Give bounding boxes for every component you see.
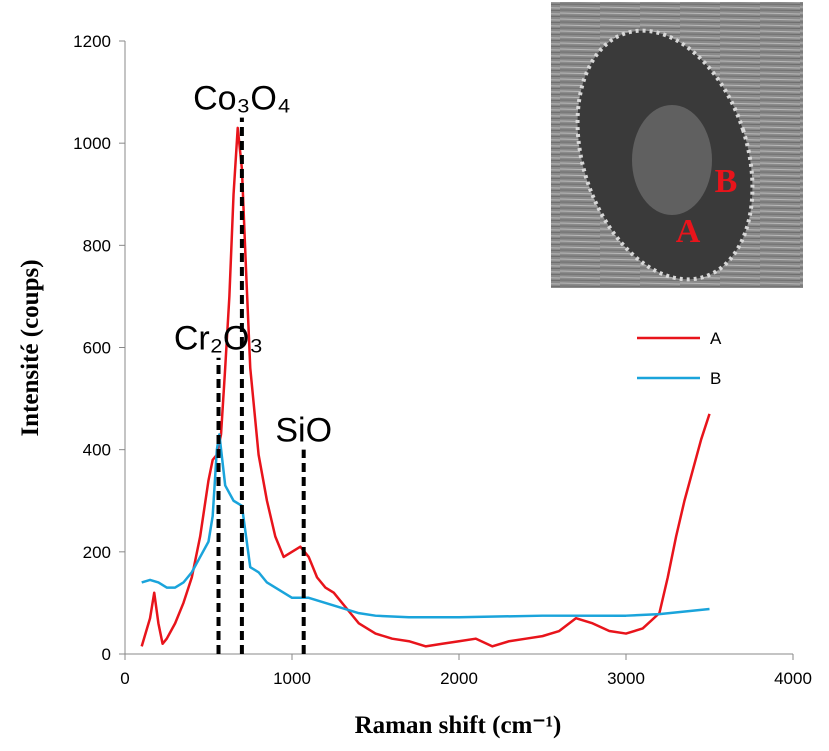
- annotation-label: Cr₂O₃: [174, 320, 263, 358]
- annotation-label: SiO: [275, 412, 332, 450]
- x-tick-label: 3000: [607, 669, 645, 688]
- y-axis-label: Intensité (coups): [17, 259, 44, 436]
- y-tick-label: 400: [83, 441, 111, 460]
- series-line: [141, 433, 710, 619]
- inset-photo: [551, 2, 803, 288]
- x-tick-label: 4000: [774, 669, 812, 688]
- legend-label: A: [710, 329, 722, 348]
- x-tick-label: 0: [120, 669, 129, 688]
- annotation-label: Co₃O₄: [193, 80, 291, 118]
- x-tick-label: 1000: [273, 669, 311, 688]
- legend-label: B: [710, 369, 721, 388]
- series-line: [140, 126, 711, 648]
- y-tick-label: 1000: [73, 134, 111, 153]
- x-tick-label: 2000: [440, 669, 478, 688]
- x-axis-label: Raman shift (cm⁻¹): [355, 712, 562, 739]
- inset-label: B: [715, 163, 738, 200]
- y-tick-label: 0: [102, 645, 111, 664]
- y-tick-label: 1200: [73, 32, 111, 51]
- inset-label: A: [676, 213, 701, 250]
- y-tick-label: 600: [83, 339, 111, 358]
- y-tick-label: 200: [83, 543, 111, 562]
- y-tick-label: 800: [83, 236, 111, 255]
